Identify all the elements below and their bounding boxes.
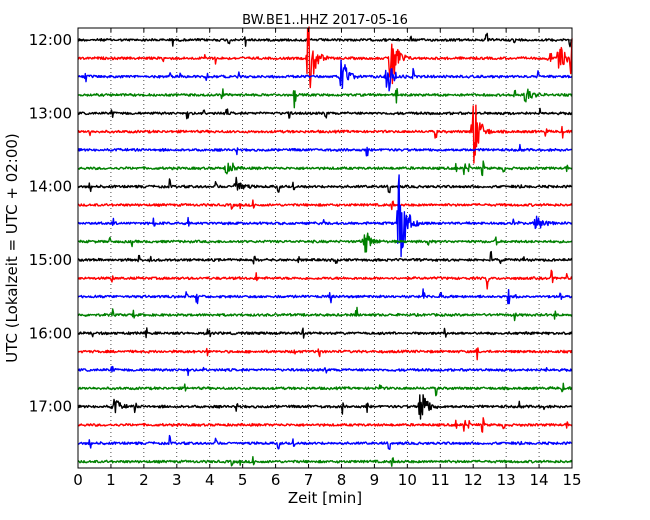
x-tick-label: 13: [497, 471, 516, 489]
trace-row-6: [77, 143, 573, 157]
seismic-traces: [77, 26, 573, 467]
x-tick-label: 2: [139, 471, 149, 489]
x-tick-label: 11: [431, 471, 450, 489]
trace-row-2: [77, 59, 573, 92]
x-tick-label: 14: [530, 471, 549, 489]
trace-row-0: [77, 32, 572, 48]
x-tick-label: 5: [238, 471, 248, 489]
trace-row-18: [77, 365, 573, 377]
x-tick-label: 15: [562, 471, 581, 489]
trace-row-11: [77, 232, 573, 253]
trace-row-8: [77, 176, 573, 194]
trace-row-12: [77, 250, 573, 265]
x-axis-label: Zeit [min]: [288, 489, 362, 507]
x-tick-label: 8: [337, 471, 347, 489]
x-tick-label: 10: [398, 471, 417, 489]
y-tick-labels: 12:00 13:00 14:00 15:00 16:00 17:00: [29, 31, 72, 416]
trace-row-5: [77, 104, 573, 164]
trace-row-17: [77, 347, 573, 361]
y-tick-label: 13:00: [29, 104, 72, 122]
x-tick-label: 6: [271, 471, 281, 489]
trace-row-7: [77, 160, 573, 177]
trace-row-13: [77, 269, 573, 290]
x-tick-label: 3: [172, 471, 182, 489]
x-tick-label: 12: [464, 471, 483, 489]
chart-title: BW.BE1..HHZ 2017-05-16: [242, 13, 408, 28]
trace-row-9: [77, 199, 573, 211]
trace-row-1: [77, 26, 573, 89]
x-tick-label: 4: [205, 471, 215, 489]
trace-row-20: [77, 394, 573, 420]
y-tick-label: 14:00: [29, 178, 72, 196]
trace-row-4: [77, 107, 573, 120]
x-tick-label: 0: [73, 471, 83, 489]
trace-row-23: [77, 456, 573, 467]
vertical-grid: [110, 28, 540, 468]
trace-row-22: [77, 434, 573, 450]
trace-row-10: [77, 174, 573, 258]
y-tick-label: 12:00: [29, 31, 72, 49]
y-axis-label: UTC (Lokalzeit = UTC + 02:00): [3, 133, 21, 363]
x-tick-label: 7: [304, 471, 314, 489]
axis-ticks: [77, 28, 573, 468]
y-tick-label: 17:00: [29, 398, 72, 416]
trace-row-14: [77, 288, 573, 305]
trace-row-3: [77, 88, 573, 109]
trace-row-21: [77, 417, 573, 433]
trace-row-15: [77, 306, 573, 322]
trace-row-16: [78, 327, 573, 339]
x-tick-labels: 0 1 2 3 4 5 6 7 8 9 10 11 12 13 14 15: [73, 471, 581, 489]
trace-row-19: [77, 382, 573, 397]
y-tick-label: 16:00: [29, 324, 72, 342]
x-tick-label: 9: [370, 471, 380, 489]
x-tick-label: 1: [106, 471, 116, 489]
y-tick-label: 15:00: [29, 251, 72, 269]
plot-frame: [77, 27, 573, 469]
